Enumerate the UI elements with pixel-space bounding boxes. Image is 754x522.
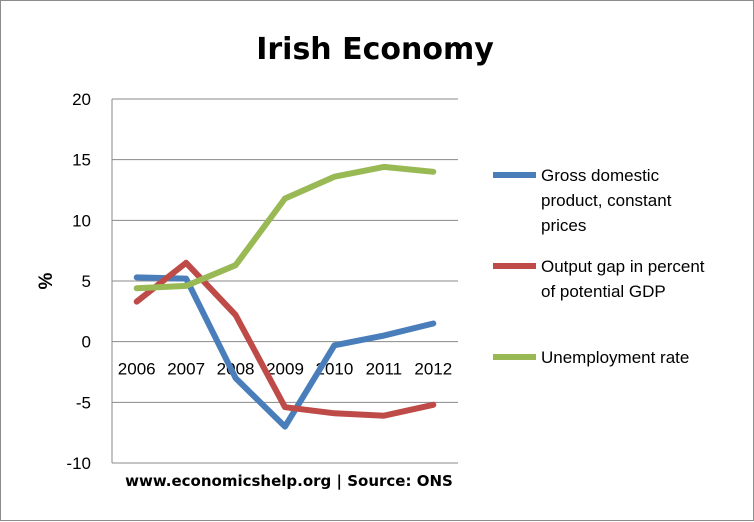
y-axis-label: % [36, 272, 57, 289]
legend-label-2: Output gap in percent [541, 257, 705, 276]
y-tick-label: 10 [72, 211, 91, 230]
y-tick-label: 20 [72, 90, 91, 109]
legend-label-1: product, constant [541, 191, 672, 210]
legend-label-3: Unemployment rate [541, 348, 689, 367]
x-tick-label: 2011 [366, 360, 403, 379]
legend-label-2: of potential GDP [541, 282, 666, 301]
x-tick-label: 2012 [414, 360, 452, 379]
chart-title: Irish Economy [256, 32, 494, 67]
series-line-2 [133, 259, 437, 419]
y-tick-label: 15 [72, 151, 91, 170]
series-lines [133, 163, 437, 430]
y-tick-label: -10 [66, 454, 91, 473]
x-tick-label: 2007 [167, 360, 205, 379]
x-tick-label: 2006 [118, 360, 156, 379]
x-tick-label: 2009 [266, 360, 304, 379]
y-tick-label: 0 [82, 333, 91, 352]
y-tick-label: -5 [76, 393, 91, 412]
source-caption: www.economicshelp.org | Source: ONS [125, 472, 453, 491]
series-line-3 [133, 163, 437, 292]
y-tick-label: 5 [82, 272, 91, 291]
series-line-1 [133, 274, 437, 430]
legend-label-1: prices [541, 216, 586, 235]
legend: Gross domestic product, constant prices Out… [493, 166, 705, 367]
x-axis-ticks: 2006 2007 2008 2009 2010 2011 2012 [118, 360, 452, 379]
legend-label-1: Gross domestic [541, 166, 660, 185]
y-axis-ticks: -10 -5 0 5 10 15 20 [66, 90, 91, 473]
